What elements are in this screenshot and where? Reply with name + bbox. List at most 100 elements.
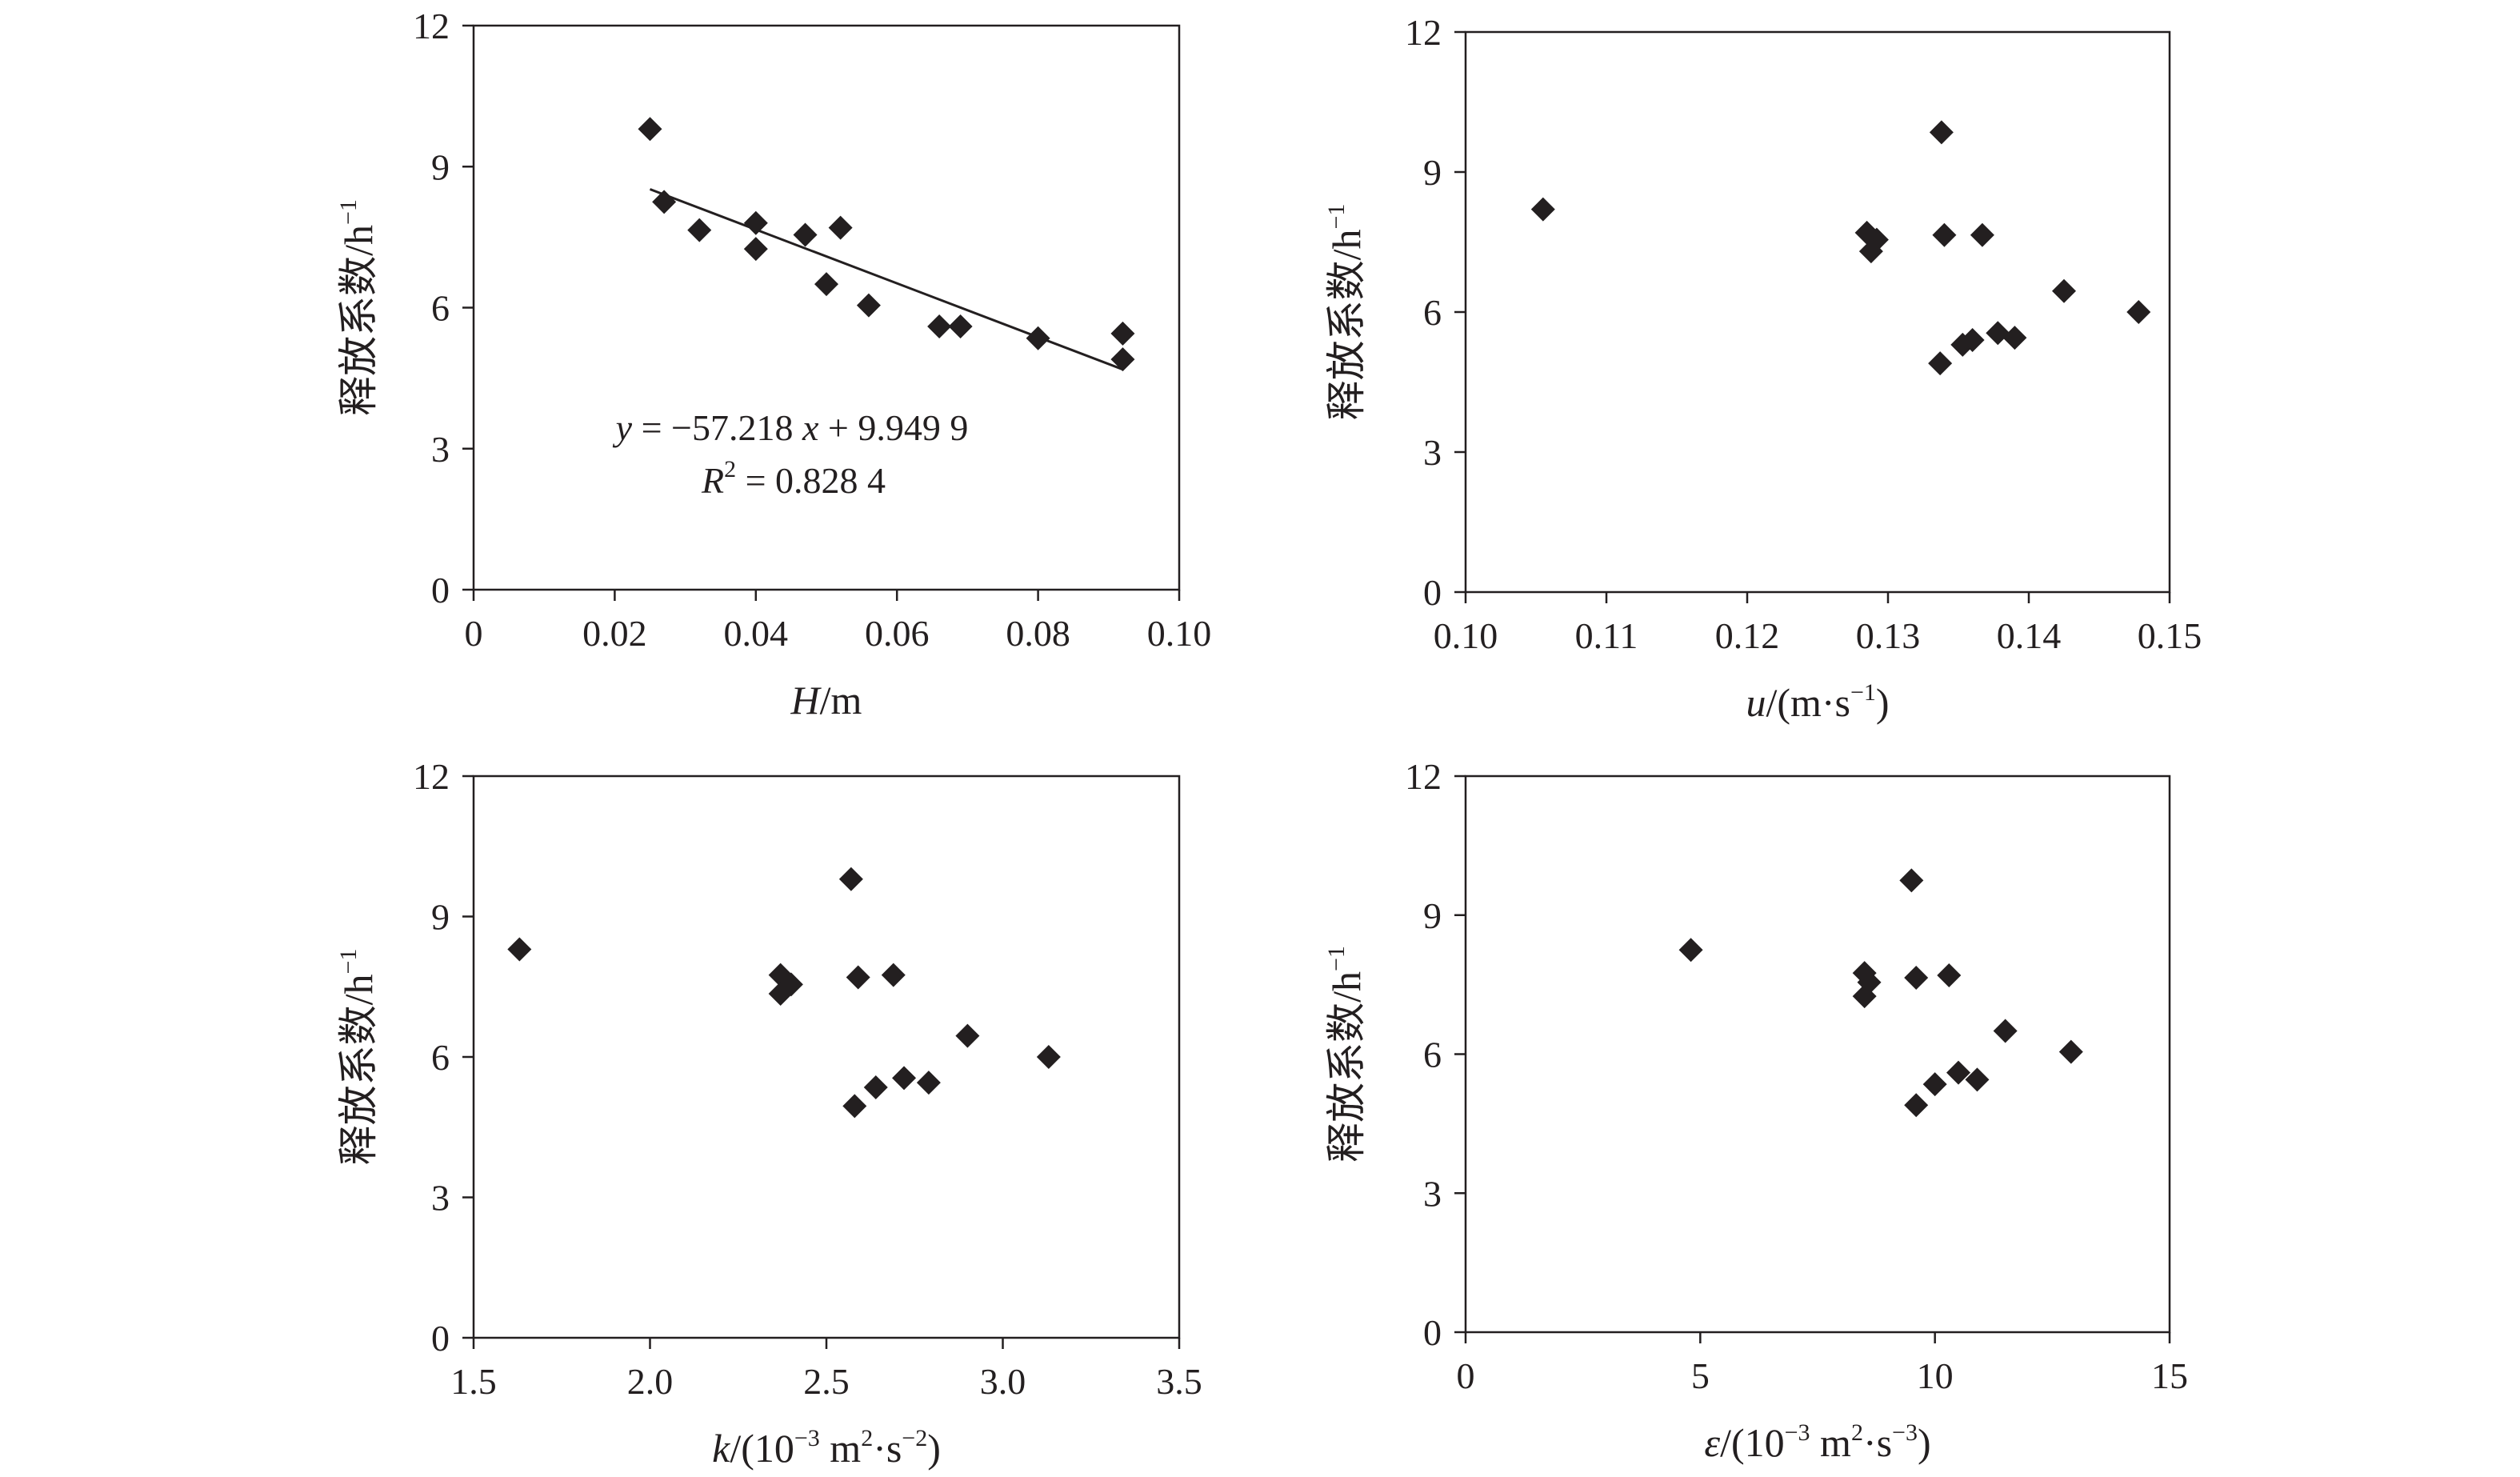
data-point <box>856 293 881 318</box>
data-point <box>846 965 870 990</box>
x-tick-label: 2.0 <box>627 1361 674 1402</box>
y-tick-label: 12 <box>1405 756 1442 797</box>
regression-equation-part: y <box>613 407 633 448</box>
data-point <box>955 1023 980 1048</box>
x-tick-label: 0.10 <box>1434 615 1498 656</box>
x-axis-label: ε/(10−3 m2·s−3) <box>1704 1419 1930 1465</box>
x-tick-label: 1.5 <box>450 1361 497 1402</box>
chart-k: 1.5 2.0 2.5 3.0 3.5 0 3 6 9 12 k/(10−3 m2·s−2) 释放系数… <box>335 756 1202 1471</box>
data-point <box>1110 347 1135 372</box>
x-axis-label-part: /(10 <box>1720 1420 1785 1465</box>
y-tick-label: 6 <box>431 1037 450 1078</box>
r-squared-label-part: R <box>701 460 724 501</box>
data-point <box>838 867 863 891</box>
y-axis-label-text: 释放系数/h <box>336 975 381 1166</box>
data-point <box>1922 1072 1947 1097</box>
data-point <box>1678 938 1703 963</box>
data-point <box>842 1094 867 1119</box>
x-tick-label: 0.14 <box>1997 615 2062 656</box>
x-axis-label-part: −1 <box>1850 679 1876 706</box>
x-tick-label: 5 <box>1691 1355 1710 1396</box>
y-tick-label: 9 <box>431 146 450 187</box>
data-point <box>828 215 853 240</box>
data-point <box>1970 222 1994 247</box>
r-squared-label-part: 2 <box>724 456 736 482</box>
data-point <box>743 237 768 262</box>
regression-equation-part: + 9.949 9 <box>818 407 968 448</box>
data-point <box>1937 963 1962 988</box>
y-tick-label: 0 <box>431 570 450 610</box>
data-point <box>892 1066 917 1091</box>
regression-equation-part: = −57.218 <box>632 407 802 448</box>
y-tick-label: 9 <box>1423 895 1442 936</box>
y-axis-label-unit-exponent: −1 <box>335 949 362 975</box>
data-point <box>1857 970 1882 995</box>
x-tick-label: 0.11 <box>1575 615 1638 656</box>
data-point <box>1110 321 1135 346</box>
x-axis-label-part: /(m·s <box>1766 680 1850 725</box>
x-tick-label: 3.5 <box>1156 1361 1202 1402</box>
x-tick-label: 10 <box>1917 1355 1954 1396</box>
y-tick-label: 0 <box>1423 1312 1442 1353</box>
data-point <box>2126 300 2151 324</box>
x-axis-label-part: m <box>1810 1420 1852 1465</box>
x-axis-label-part: ε <box>1704 1420 1720 1465</box>
x-axis-label-part: k <box>712 1426 730 1471</box>
x-axis-label-part: 2 <box>861 1425 873 1451</box>
data-point <box>1986 321 2010 346</box>
x-tick-label: 0 <box>1457 1355 1475 1396</box>
y-tick-label: 12 <box>413 6 450 46</box>
x-tick-label: 0.12 <box>1715 615 1780 656</box>
data-point <box>948 314 973 338</box>
y-tick-label: 3 <box>1423 1173 1442 1214</box>
y-tick-label: 9 <box>431 897 450 938</box>
x-tick-label: 0.06 <box>865 613 930 654</box>
y-tick-label: 12 <box>413 756 450 797</box>
y-tick-label: 12 <box>1405 12 1442 53</box>
data-point <box>638 117 662 142</box>
x-tick-label: 3.0 <box>980 1361 1026 1402</box>
data-point <box>916 1071 941 1095</box>
x-tick-label: 0 <box>465 613 483 654</box>
data-point <box>1864 227 1889 252</box>
y-axis-label: 释放系数/h−1 <box>335 199 381 416</box>
data-point <box>1965 1067 1990 1092</box>
data-point <box>743 210 768 235</box>
data-point <box>1928 351 1953 376</box>
x-tick-label: 15 <box>2151 1355 2188 1396</box>
chart-u: 0.10 0.11 0.12 0.13 0.14 0.15036912u/(m·s−1)释… <box>1323 12 2202 725</box>
x-axis-label: u/(m·s−1) <box>1746 679 1889 725</box>
x-axis-label-part: ·s <box>1863 1420 1892 1465</box>
data-point <box>1946 1060 1970 1085</box>
plot-frame <box>472 24 1181 591</box>
data-point <box>1993 1019 2018 1043</box>
y-axis-label: 释放系数/h−1 <box>1323 204 1369 421</box>
x-tick-label: 0.02 <box>582 613 647 654</box>
y-tick-label: 6 <box>1423 1035 1442 1075</box>
data-point <box>687 218 712 242</box>
chart-h: 0 0.02 0.04 0.06 0.08 0.10 0 3 6 9 12 H/m 释放系数/h−1 y … <box>335 6 1211 722</box>
data-point <box>1904 1093 1929 1118</box>
y-axis-label-text: 释放系数/h <box>336 225 381 416</box>
data-point <box>2058 1039 2083 1064</box>
y-axis-label-text: 释放系数/h <box>1324 230 1369 421</box>
x-axis-label-part: /(10 <box>730 1426 794 1471</box>
data-point <box>1530 197 1555 222</box>
x-axis-label: k/(10−3 m2·s−2) <box>712 1425 941 1471</box>
data-point <box>2002 326 2027 350</box>
data-point <box>1026 326 1050 350</box>
x-tick-label: 0.10 <box>1147 613 1212 654</box>
y-tick-label: 3 <box>431 429 450 470</box>
x-axis-label-part: ) <box>1918 1420 1931 1465</box>
data-point <box>778 972 803 997</box>
y-axis-label-unit-exponent: −1 <box>1323 946 1350 971</box>
x-axis-label-part: H <box>790 678 822 722</box>
x-axis-label-part: −3 <box>1892 1419 1918 1446</box>
data-point <box>1929 120 1954 145</box>
data-point <box>652 190 677 214</box>
trend-line <box>649 188 1123 371</box>
plot-frame <box>472 775 1181 1339</box>
x-axis-label-part: 2 <box>1851 1419 1863 1446</box>
y-tick-label: 0 <box>1423 572 1442 613</box>
